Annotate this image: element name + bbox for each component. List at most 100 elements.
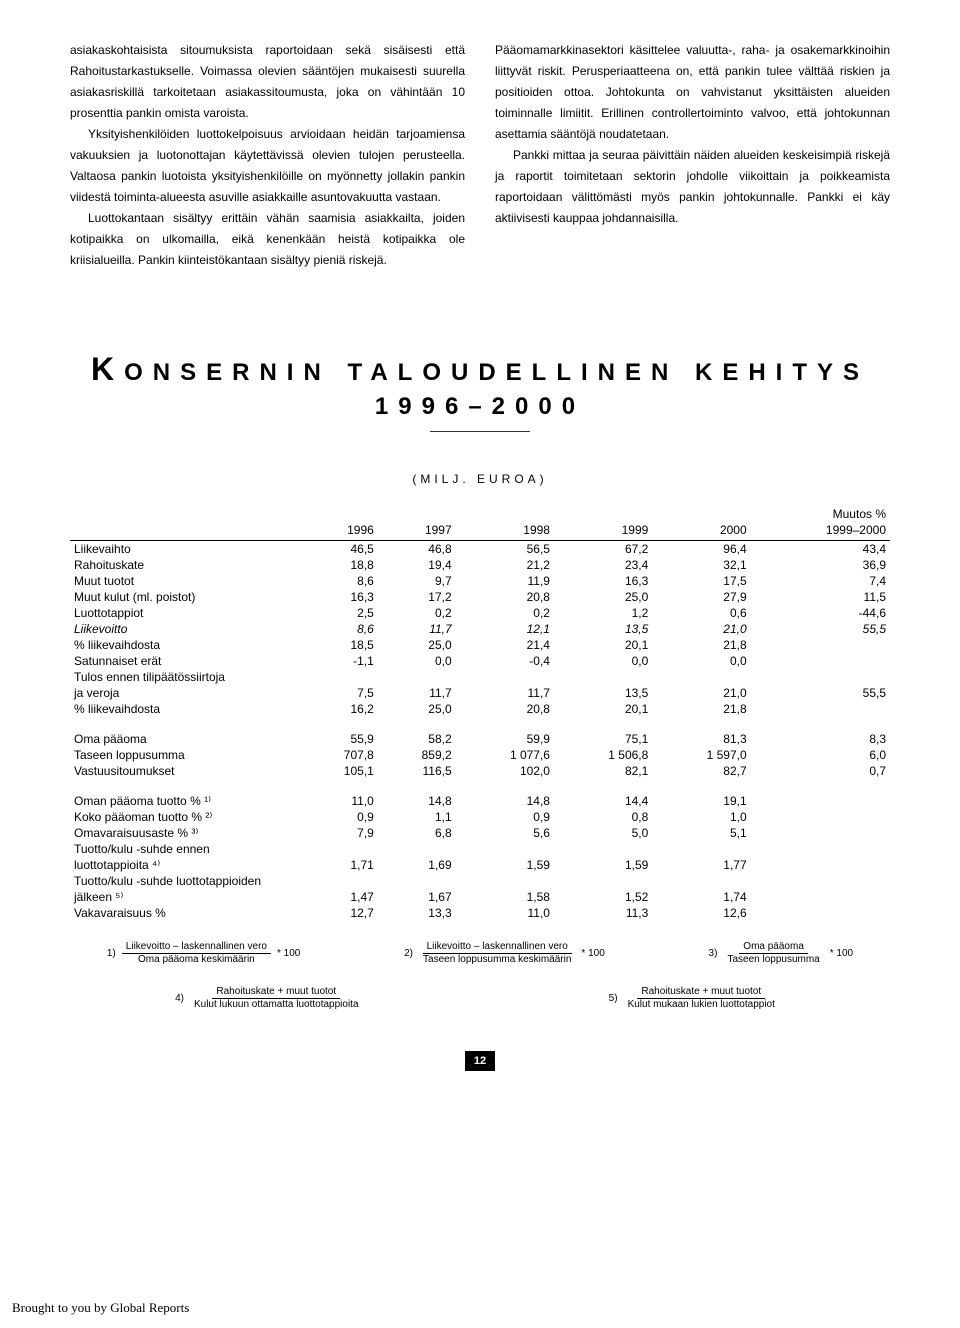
table-cell: 11,7 xyxy=(378,621,456,637)
table-cell: 7,9 xyxy=(300,825,378,841)
table-cell: 1,71 xyxy=(300,857,378,873)
table-cell: % liikevaihdosta xyxy=(70,701,300,717)
table-cell: 12,6 xyxy=(652,905,750,921)
footnote-5: 5) Rahoituskate + muut tuotot Kulut muka… xyxy=(609,986,785,1011)
table-cell xyxy=(300,669,378,685)
right-column: Pääomamarkkinasektori käsittelee valuutt… xyxy=(495,40,890,271)
fraction-den: Kulut lukuun ottamatta luottotappioita xyxy=(190,999,363,1011)
table-cell: 16,3 xyxy=(300,589,378,605)
footnote-num: 4) xyxy=(175,993,184,1004)
footnote-1: 1) Liikevoitto – laskennallinen vero Oma… xyxy=(107,941,300,966)
table-cell: 14,8 xyxy=(378,793,456,809)
table-cell: Vakavaraisuus % xyxy=(70,905,300,921)
paragraph: asiakaskohtaisista sitoumuksista raporto… xyxy=(70,40,465,124)
table-cell: 21,8 xyxy=(652,701,750,717)
table-cell xyxy=(300,841,378,857)
table-cell: 18,5 xyxy=(300,637,378,653)
footnote-num: 1) xyxy=(107,948,116,959)
table-cell: 0,2 xyxy=(456,605,554,621)
table-cell xyxy=(456,841,554,857)
fraction: Rahoituskate + muut tuotot Kulut lukuun … xyxy=(190,986,363,1011)
table-cell xyxy=(751,653,890,669)
financial-table: Muutos %199619971998199920001999–2000Lii… xyxy=(70,506,890,921)
table-cell: 8,3 xyxy=(751,731,890,747)
fraction-num: Rahoituskate + muut tuotot xyxy=(637,986,765,999)
table-cell xyxy=(751,825,890,841)
table-cell: 1,59 xyxy=(456,857,554,873)
table-cell xyxy=(456,669,554,685)
table-cell xyxy=(456,506,554,522)
footnote-post: * 100 xyxy=(830,948,853,959)
table-cell: 11,3 xyxy=(554,905,652,921)
table-cell: 7,4 xyxy=(751,573,890,589)
table-cell: 5,1 xyxy=(652,825,750,841)
table-cell: 1999–2000 xyxy=(751,522,890,541)
table-cell: 0,7 xyxy=(751,763,890,779)
table-cell: 11,9 xyxy=(456,573,554,589)
table-cell: 1 597,0 xyxy=(652,747,750,763)
footnote-post: * 100 xyxy=(277,948,300,959)
table-cell: luottotappioita ⁴⁾ xyxy=(70,857,300,873)
table-cell: Muutos % xyxy=(751,506,890,522)
table-cell xyxy=(751,841,890,857)
table-cell xyxy=(70,522,300,541)
table-cell xyxy=(652,873,750,889)
table-cell: ja veroja xyxy=(70,685,300,701)
table-cell: 1996 xyxy=(300,522,378,541)
table-cell: Oman pääoma tuotto % ¹⁾ xyxy=(70,793,300,809)
table-cell: Luottotappiot xyxy=(70,605,300,621)
table-cell xyxy=(751,857,890,873)
table-cell: 12,1 xyxy=(456,621,554,637)
table-cell: 25,0 xyxy=(378,637,456,653)
table-cell xyxy=(751,905,890,921)
table-cell: 1,77 xyxy=(652,857,750,873)
table-cell: 1999 xyxy=(554,522,652,541)
paragraph: Pääomamarkkinasektori käsittelee valuutt… xyxy=(495,40,890,145)
table-cell: 46,5 xyxy=(300,541,378,558)
table-cell: 43,4 xyxy=(751,541,890,558)
table-cell xyxy=(456,873,554,889)
table-cell xyxy=(300,506,378,522)
footnotes: 1) Liikevoitto – laskennallinen vero Oma… xyxy=(70,941,890,1011)
table-cell: 82,1 xyxy=(554,763,652,779)
table-cell: 11,0 xyxy=(456,905,554,921)
table-cell: 8,6 xyxy=(300,573,378,589)
table-cell xyxy=(378,841,456,857)
table-cell: 1998 xyxy=(456,522,554,541)
table-cell: 11,7 xyxy=(378,685,456,701)
table-cell: 55,5 xyxy=(751,685,890,701)
table-cell: 55,9 xyxy=(300,731,378,747)
table-cell: 75,1 xyxy=(554,731,652,747)
fraction-num: Rahoituskate + muut tuotot xyxy=(212,986,340,999)
paragraph: Pankki mittaa ja seuraa päivittäin näide… xyxy=(495,145,890,229)
footnote-4: 4) Rahoituskate + muut tuotot Kulut luku… xyxy=(175,986,368,1011)
table-cell xyxy=(652,506,750,522)
table-cell: 105,1 xyxy=(300,763,378,779)
table-cell: Muut tuotot xyxy=(70,573,300,589)
table-cell: Koko pääoman tuotto % ²⁾ xyxy=(70,809,300,825)
table-cell xyxy=(554,506,652,522)
table-cell: Tulos ennen tilipäätössiirtoja xyxy=(70,669,300,685)
table-cell: 0,9 xyxy=(456,809,554,825)
fraction-num: Oma pääoma xyxy=(739,941,808,954)
table-cell: 859,2 xyxy=(378,747,456,763)
footnote-post: * 100 xyxy=(581,948,604,959)
table-cell: % liikevaihdosta xyxy=(70,637,300,653)
table-cell xyxy=(378,873,456,889)
table-cell: Rahoituskate xyxy=(70,557,300,573)
table-cell: 6,0 xyxy=(751,747,890,763)
table-cell xyxy=(554,841,652,857)
table-cell: -44,6 xyxy=(751,605,890,621)
table-cell: 17,5 xyxy=(652,573,750,589)
table-cell xyxy=(751,873,890,889)
table-cell: 12,7 xyxy=(300,905,378,921)
table-cell: Tuotto/kulu -suhde luottotappioiden xyxy=(70,873,300,889)
table-cell: 17,2 xyxy=(378,589,456,605)
table-cell: 20,8 xyxy=(456,701,554,717)
table-cell: 11,7 xyxy=(456,685,554,701)
footnote-num: 5) xyxy=(609,993,618,1004)
table-cell: 5,0 xyxy=(554,825,652,841)
table-cell: 9,7 xyxy=(378,573,456,589)
table-cell xyxy=(751,701,890,717)
table-cell: 19,1 xyxy=(652,793,750,809)
